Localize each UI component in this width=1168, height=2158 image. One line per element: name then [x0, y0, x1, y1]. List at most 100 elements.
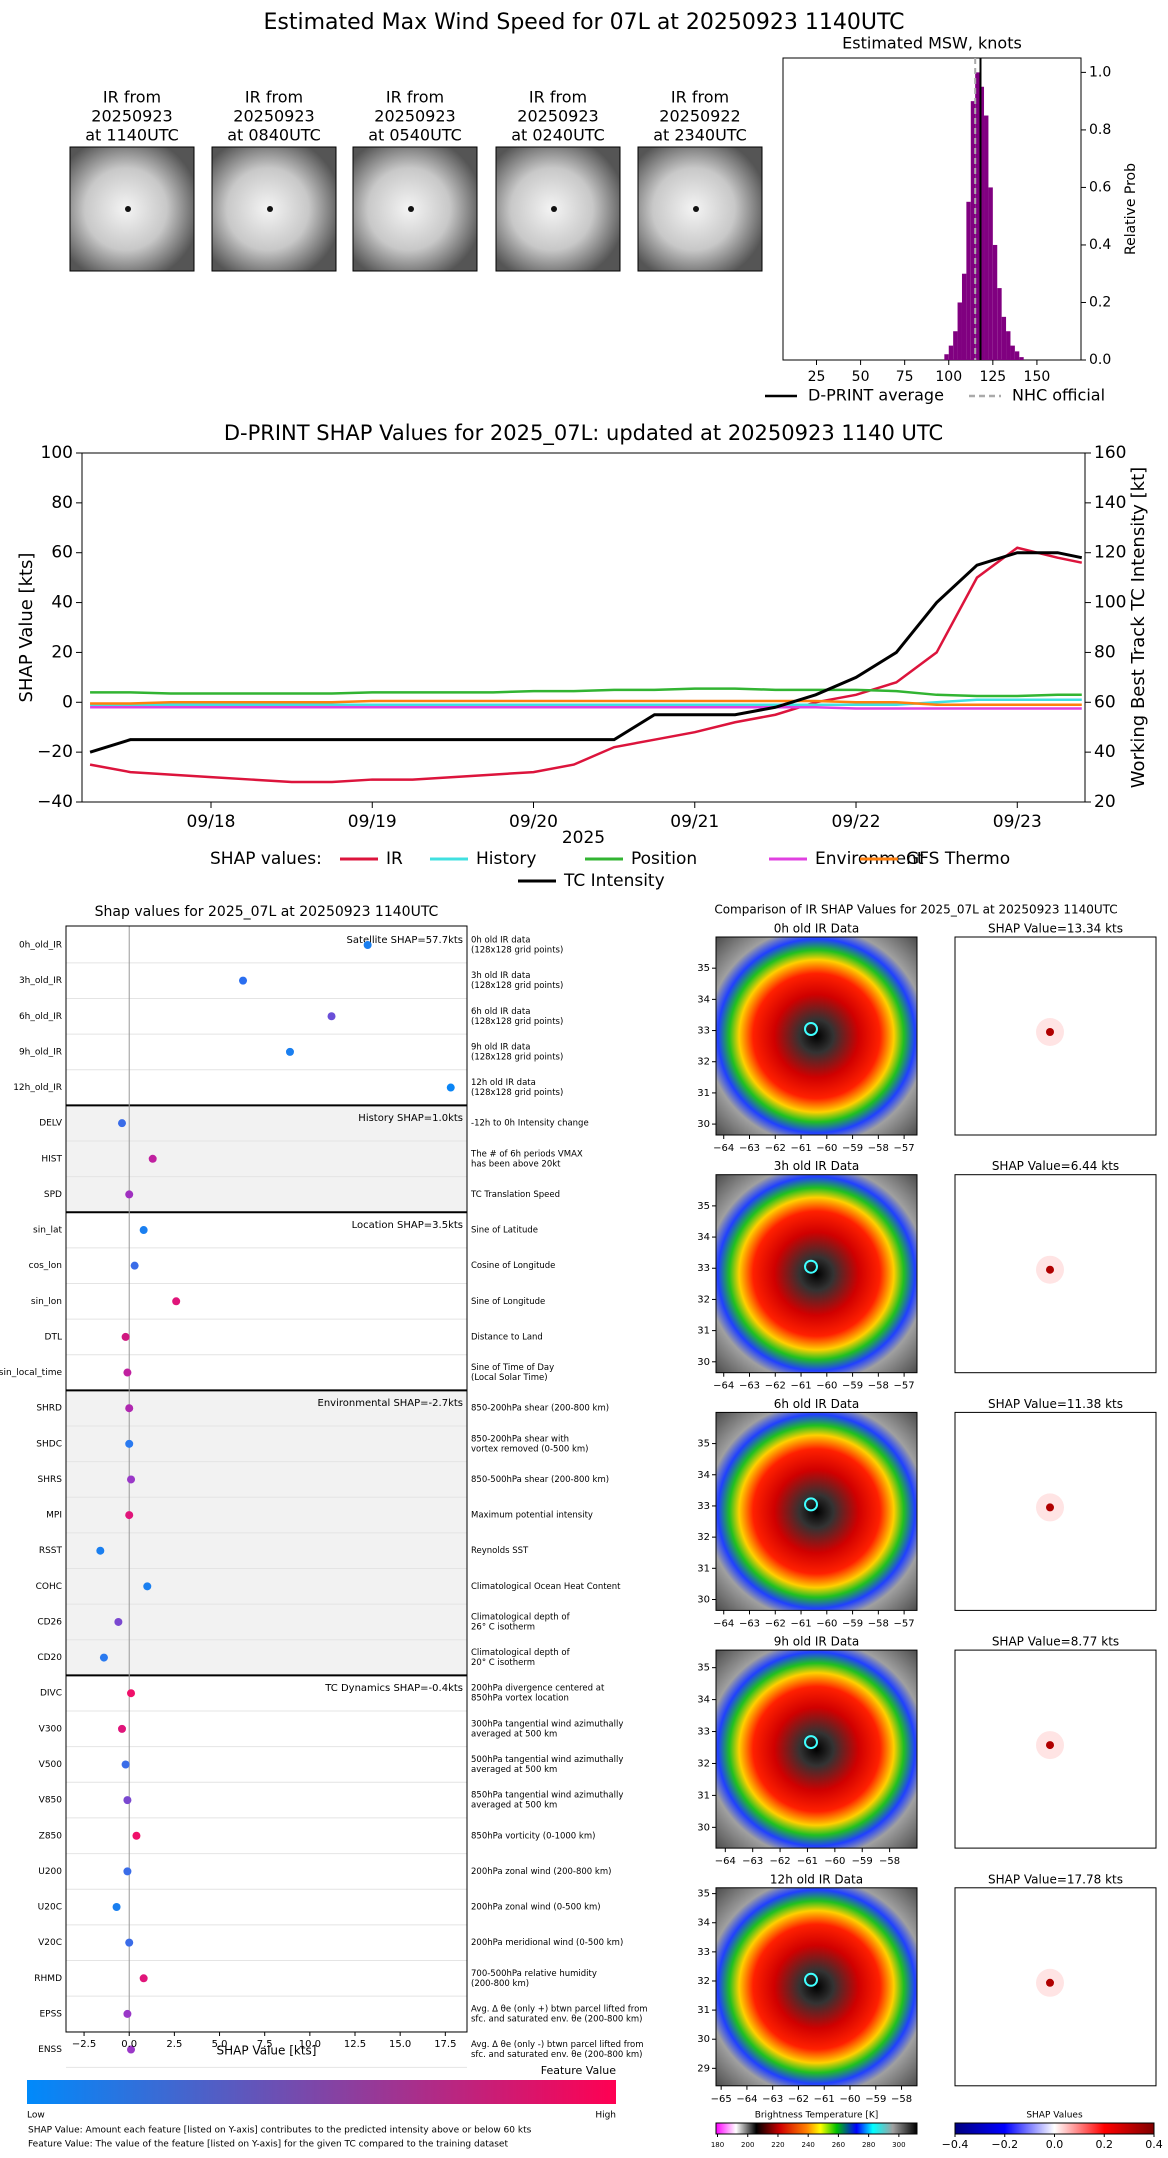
- eye-ring: [804, 1972, 818, 1987]
- feature-name: cos_lon: [29, 1261, 62, 1271]
- lon-tick-label: −63: [739, 1618, 760, 1629]
- plot-frame: [782, 57, 1082, 361]
- feature-name: V500: [39, 1760, 63, 1770]
- feature-description: 850hPa tangential wind azimuthally: [471, 1791, 623, 1801]
- ir-thumbnail: [211, 146, 337, 272]
- group-label: Location SHAP=3.5kts: [352, 1220, 463, 1231]
- ir-map: [715, 1649, 918, 1849]
- feature-name: SHRS: [38, 1475, 63, 1485]
- eye-ring: [804, 1259, 818, 1274]
- ir-map: [715, 1411, 918, 1611]
- bar: [979, 86, 985, 360]
- feature-description: 200hPa zonal wind (0-500 km): [471, 1903, 601, 1913]
- lon-tick-label: −64: [713, 1381, 734, 1392]
- feature-description: 200hPa zonal wind (200-800 km): [471, 1867, 611, 1877]
- feature-dot: [125, 1404, 134, 1413]
- bar: [957, 302, 962, 360]
- lon-tick-label: −61: [814, 2094, 835, 2105]
- feature-name: ENSS: [38, 2045, 62, 2055]
- feature-description: The # of 6h periods VMAX: [470, 1149, 583, 1159]
- shap-map-title: SHAP Value=13.34 kts: [988, 922, 1123, 936]
- legend-label: IR: [386, 849, 403, 869]
- thumbnail-caption: 20250923: [517, 107, 598, 126]
- feature-colorbar: [27, 2080, 616, 2104]
- legend-label: TC Intensity: [563, 871, 665, 891]
- lat-tick-label: 31: [697, 1088, 710, 1099]
- lat-tick-label: 32: [697, 1758, 710, 1769]
- ir-map-title: 6h old IR Data: [774, 1397, 860, 1411]
- lon-tick-label: −59: [865, 2094, 886, 2105]
- feature-description: 12h old IR data: [471, 1078, 536, 1088]
- feature-description: Sine of Latitude: [471, 1226, 538, 1236]
- bar: [1010, 345, 1015, 360]
- y-tick-label: 0.2: [1089, 294, 1111, 310]
- lon-tick-label: −62: [788, 2094, 809, 2105]
- colorbar-tick-label: 280: [862, 2141, 875, 2149]
- x-tick-label: 5.0: [212, 2039, 228, 2050]
- x-tick-label: 50: [852, 369, 870, 385]
- feature-dot: [121, 1332, 130, 1341]
- feature-description: (Local Solar Time): [471, 1373, 548, 1383]
- feature-description: averaged at 500 km: [471, 1765, 557, 1775]
- feature-dot: [99, 1653, 108, 1662]
- footnote: Feature Value: The value of the feature …: [28, 2140, 508, 2150]
- feature-dot: [121, 1760, 130, 1769]
- lon-tick-label: −59: [842, 1381, 863, 1392]
- feature-dot: [125, 1938, 134, 1947]
- feature-name: U20C: [38, 1903, 62, 1913]
- lat-tick-label: 31: [697, 1326, 710, 1337]
- feature-dot: [123, 2009, 132, 2018]
- lon-tick-label: −57: [894, 1381, 915, 1392]
- lat-tick-label: 34: [697, 994, 710, 1005]
- lat-tick-label: 33: [697, 1501, 710, 1512]
- bar: [992, 244, 998, 360]
- legend-label: GFS Thermo: [906, 849, 1010, 869]
- feature-dot: [446, 1083, 455, 1092]
- colorbar-high: High: [595, 2111, 616, 2121]
- y-tick-label: 0.8: [1089, 122, 1111, 138]
- lat-tick-label: 31: [697, 1790, 710, 1801]
- bar: [953, 331, 958, 360]
- x-tick-label: 17.5: [434, 2039, 456, 2050]
- x-tick-label: 09/19: [348, 812, 397, 832]
- colorbar-tick-label: 0.4: [1145, 2138, 1163, 2151]
- thumbnail-caption: 20250923: [233, 107, 314, 126]
- series-line: [90, 698, 1082, 707]
- colorbar-tick-label: −0.4: [942, 2138, 969, 2151]
- lat-tick-label: 33: [697, 1727, 710, 1738]
- thumbnail-caption: IR from: [103, 88, 161, 107]
- feature-description: TC Translation Speed: [470, 1190, 560, 1200]
- feature-dot: [239, 976, 248, 985]
- bar: [966, 201, 971, 360]
- feature-description: 20° C isotherm: [471, 1658, 535, 1668]
- lon-tick-label: −61: [790, 1618, 811, 1629]
- group-label: History SHAP=1.0kts: [358, 1113, 463, 1124]
- feature-description: 850-500hPa shear (200-800 km): [471, 1475, 609, 1485]
- series-line: [89, 551, 1083, 754]
- feature-name: MPI: [46, 1511, 62, 1521]
- lon-tick-label: −61: [797, 1856, 818, 1867]
- x-tick-label: 09/22: [832, 812, 881, 832]
- bar: [948, 345, 954, 360]
- figure-title: Estimated Max Wind Speed for 07L at 2025…: [263, 10, 904, 35]
- feature-dot: [363, 941, 372, 949]
- feature-dot: [125, 1439, 134, 1448]
- lon-tick-label: −60: [816, 1381, 837, 1392]
- lon-tick-label: −58: [868, 1381, 889, 1392]
- lon-tick-label: −59: [852, 1856, 873, 1867]
- shap-map-title: SHAP Value=11.38 kts: [988, 1397, 1123, 1411]
- y-tick-label: 1.0: [1089, 64, 1111, 80]
- lat-tick-label: 32: [697, 1057, 710, 1068]
- colorbar-label: Brightness Temperature [K]: [755, 2111, 879, 2121]
- feature-name: DELV: [39, 1119, 63, 1129]
- feature-description: Sine of Longitude: [471, 1297, 545, 1307]
- feature-description: (128x128 grid points): [471, 1088, 563, 1098]
- y-axis-label: SHAP Value [kts]: [16, 553, 37, 703]
- series-line: [90, 699, 1082, 707]
- feature-description: 700-500hPa relative humidity: [471, 1969, 597, 1979]
- x-tick-label: 25: [808, 369, 826, 385]
- feature-dot: [148, 1154, 157, 1163]
- feature-name: V850: [39, 1796, 63, 1806]
- feature-dot: [139, 1226, 148, 1235]
- feature-description: 500hPa tangential wind azimuthally: [471, 1755, 623, 1765]
